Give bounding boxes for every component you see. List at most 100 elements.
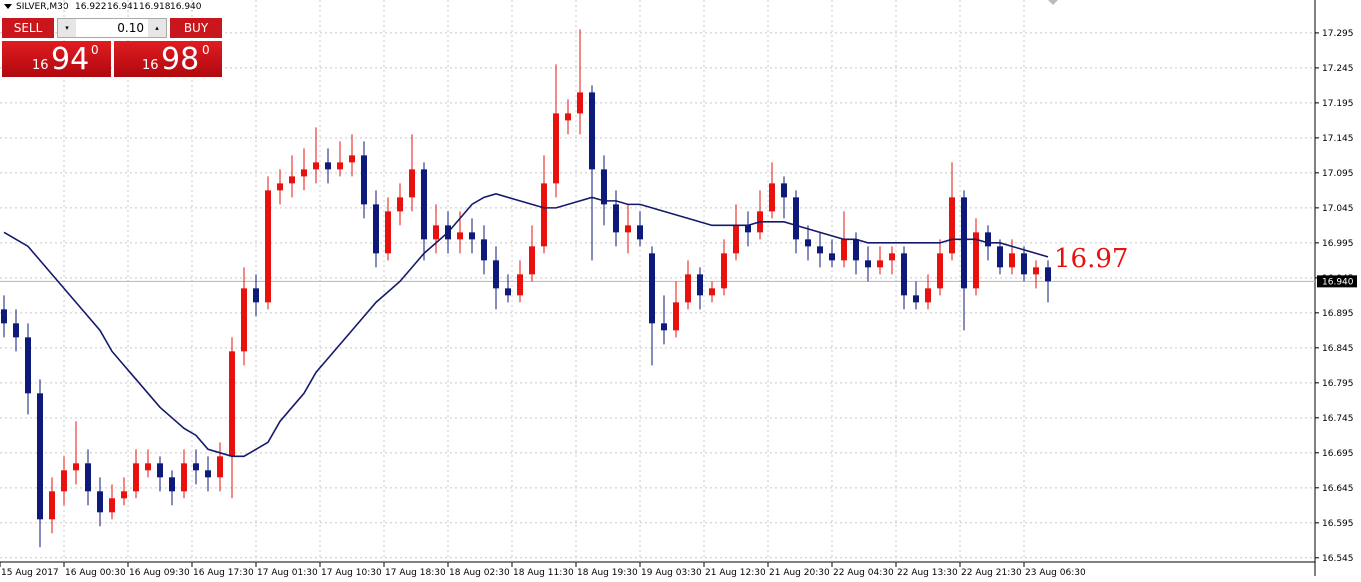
candle-body bbox=[493, 260, 499, 289]
candle-body bbox=[133, 463, 139, 492]
candle-body bbox=[241, 288, 247, 352]
candle-body bbox=[637, 225, 643, 240]
candle-body bbox=[229, 351, 235, 457]
candle-body bbox=[541, 183, 547, 247]
candle-body bbox=[649, 253, 655, 324]
candle-body bbox=[781, 183, 787, 198]
candle-body bbox=[301, 169, 307, 177]
buy-big: 16 bbox=[142, 58, 159, 73]
candle-body bbox=[181, 463, 187, 492]
candle-body bbox=[661, 323, 667, 331]
candle-body bbox=[1033, 267, 1039, 275]
y-tick-label: 16.995 bbox=[1322, 239, 1354, 249]
candle-body bbox=[1009, 253, 1015, 268]
y-tick-label: 17.195 bbox=[1322, 99, 1354, 109]
shift-marker bbox=[1048, 0, 1058, 5]
candle-body bbox=[25, 337, 31, 394]
y-tick-label: 16.895 bbox=[1322, 309, 1354, 319]
moving-average bbox=[3, 193, 1049, 458]
candle-body bbox=[73, 463, 79, 471]
candle-body bbox=[337, 162, 343, 170]
x-tick-label: 22 Aug 04:30 bbox=[833, 568, 894, 578]
candle-body bbox=[313, 162, 319, 170]
x-tick-label: 22 Aug 13:30 bbox=[897, 568, 958, 578]
candle-body bbox=[109, 498, 115, 513]
buy-price[interactable]: 16 98 0 bbox=[114, 41, 222, 77]
candle-body bbox=[289, 176, 295, 184]
sell-button[interactable]: SELL bbox=[2, 18, 54, 38]
candle-body bbox=[925, 288, 931, 303]
candle-body bbox=[721, 253, 727, 289]
lot-input[interactable]: 0.10 bbox=[117, 21, 144, 35]
candle-body bbox=[13, 323, 19, 338]
candle-body bbox=[745, 225, 751, 233]
candle-body bbox=[829, 253, 835, 261]
x-tick-label: 22 Aug 21:30 bbox=[961, 568, 1022, 578]
candle-body bbox=[793, 197, 799, 240]
candle-body bbox=[517, 274, 523, 296]
candle-body bbox=[265, 190, 271, 303]
candle-body bbox=[565, 113, 571, 121]
candle-body bbox=[685, 274, 691, 303]
lot-up[interactable]: ▴ bbox=[148, 19, 166, 37]
candle-body bbox=[961, 197, 967, 289]
candle-body bbox=[841, 239, 847, 261]
y-tick-label: 17.245 bbox=[1322, 64, 1354, 74]
collapse-icon[interactable] bbox=[4, 4, 12, 9]
candle-body bbox=[145, 463, 151, 471]
candle-body bbox=[625, 225, 631, 233]
candle-body bbox=[733, 225, 739, 254]
candle-body bbox=[421, 169, 427, 240]
ohlc-low: 16.918 bbox=[139, 2, 171, 12]
sell-main: 94 bbox=[51, 42, 90, 77]
candle-body bbox=[949, 197, 955, 254]
buy-button[interactable]: BUY bbox=[170, 18, 222, 38]
candle-body bbox=[217, 456, 223, 478]
y-tick-label: 16.845 bbox=[1322, 344, 1354, 354]
candle-body bbox=[409, 169, 415, 198]
candle-body bbox=[37, 393, 43, 520]
sell-price[interactable]: 16 94 0 bbox=[2, 41, 111, 77]
candle-body bbox=[49, 491, 55, 520]
candle-body bbox=[325, 162, 331, 170]
y-tick-label: 16.745 bbox=[1322, 414, 1354, 424]
x-tick-label: 16 Aug 09:30 bbox=[129, 568, 190, 578]
y-tick-label: 17.295 bbox=[1322, 29, 1354, 39]
y-tick-label: 16.795 bbox=[1322, 379, 1354, 389]
symbol: SILVER,M30 bbox=[16, 2, 69, 12]
candle-body bbox=[613, 204, 619, 233]
lot-box: ▾ 0.10 ▴ bbox=[57, 18, 167, 38]
x-tick-label: 18 Aug 19:30 bbox=[577, 568, 638, 578]
x-tick-label: 18 Aug 11:30 bbox=[513, 568, 574, 578]
candle-body bbox=[481, 239, 487, 261]
candle-body bbox=[853, 239, 859, 261]
candle-body bbox=[601, 169, 607, 205]
candle-body bbox=[97, 491, 103, 513]
buy-main: 98 bbox=[161, 42, 200, 77]
candle-body bbox=[889, 253, 895, 261]
lot-down[interactable]: ▾ bbox=[58, 19, 76, 37]
candle-body bbox=[865, 260, 871, 268]
y-tick-label: 16.695 bbox=[1322, 449, 1354, 459]
x-tick-label: 21 Aug 20:30 bbox=[769, 568, 830, 578]
y-tick-label: 17.045 bbox=[1322, 204, 1354, 214]
candle-body bbox=[1, 309, 7, 324]
x-tick-label: 17 Aug 18:30 bbox=[385, 568, 446, 578]
x-tick-label: 17 Aug 01:30 bbox=[257, 568, 318, 578]
sell-big: 16 bbox=[32, 58, 49, 73]
candle-body bbox=[589, 92, 595, 170]
candle-body bbox=[553, 113, 559, 184]
candle-body bbox=[901, 253, 907, 296]
candle-body bbox=[505, 288, 511, 296]
candle-body bbox=[253, 288, 259, 303]
x-tick-label: 16 Aug 00:30 bbox=[65, 568, 126, 578]
y-tick-label: 16.545 bbox=[1322, 554, 1354, 564]
candle-body bbox=[469, 232, 475, 240]
candle-body bbox=[913, 295, 919, 303]
ohlc-high: 16.941 bbox=[107, 2, 139, 12]
candle-body bbox=[385, 211, 391, 254]
candle-body bbox=[673, 302, 679, 331]
ma-label: 16.97 bbox=[1054, 244, 1128, 274]
